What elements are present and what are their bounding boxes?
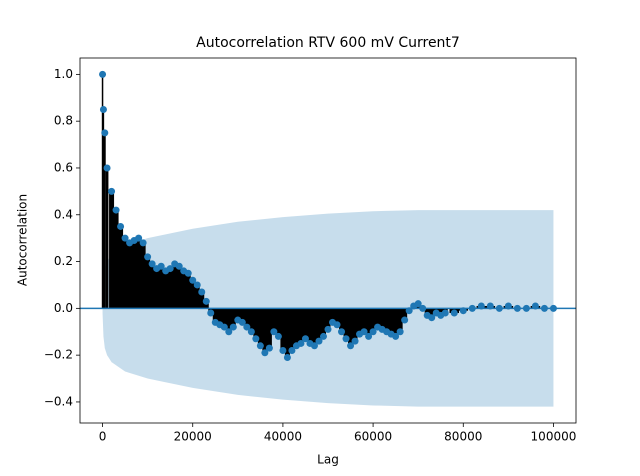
acf-point <box>522 304 530 312</box>
acf-point <box>103 164 111 172</box>
acf-point <box>207 309 215 317</box>
acf-point <box>392 332 400 340</box>
acf-point <box>101 129 109 137</box>
y-tick-label: 0.8 <box>54 114 73 128</box>
acf-point <box>112 206 120 214</box>
acf-point <box>265 344 273 352</box>
acf-point <box>144 253 152 261</box>
acf-point <box>450 309 458 317</box>
acf-point <box>243 323 251 331</box>
x-tick-label: 100000 <box>531 430 577 444</box>
acf-point <box>396 328 404 336</box>
y-tick-label: −0.4 <box>44 394 73 408</box>
acf-point <box>229 323 237 331</box>
acf-point <box>338 328 346 336</box>
acf-point <box>531 302 539 310</box>
acf-point <box>333 321 341 329</box>
acf-point <box>513 304 521 312</box>
acf-point <box>365 332 373 340</box>
acf-point <box>252 335 260 343</box>
plot-frame <box>79 57 577 424</box>
acf-point <box>283 353 291 361</box>
acf-point <box>342 335 350 343</box>
x-tick-label: 20000 <box>174 430 212 444</box>
x-tick-label: 0 <box>99 430 107 444</box>
acf-point <box>274 332 282 340</box>
y-tick-label: 1.0 <box>54 67 73 81</box>
chart-title: Autocorrelation RTV 600 mV Current7 <box>196 35 460 51</box>
acf-point <box>99 105 107 113</box>
x-axis-label: Lag <box>317 453 339 467</box>
acf-point <box>347 342 355 350</box>
acf-point <box>225 328 233 336</box>
acf-point <box>270 328 278 336</box>
acf-point <box>261 349 269 357</box>
acf-point <box>198 288 206 296</box>
acf-point <box>319 332 327 340</box>
acf-point <box>360 328 368 336</box>
acf-point <box>121 234 129 242</box>
acf-point <box>148 260 156 268</box>
acf-point <box>405 307 413 315</box>
acf-point <box>189 276 197 284</box>
acf-point <box>441 309 449 317</box>
x-tick-label: 80000 <box>444 430 482 444</box>
acf-point <box>135 234 143 242</box>
acf-point <box>117 222 125 230</box>
acf-point <box>157 262 165 270</box>
acf-point <box>184 269 192 277</box>
acf-point <box>288 346 296 354</box>
y-tick-label: 0.4 <box>54 207 73 221</box>
acf-point <box>297 339 305 347</box>
acf-point <box>419 304 427 312</box>
acf-point <box>315 337 323 345</box>
acf-point <box>310 342 318 350</box>
acf-point <box>238 318 246 326</box>
y-tick-label: 0.6 <box>54 160 73 174</box>
acf-point <box>108 187 116 195</box>
acf-point <box>414 300 422 308</box>
x-tick-label: 40000 <box>264 430 302 444</box>
acf-point <box>256 342 264 350</box>
acf-point <box>369 328 377 336</box>
y-axis-label: Autocorrelation <box>16 194 30 286</box>
acf-point <box>401 316 409 324</box>
acf-point <box>428 314 436 322</box>
acf-point <box>166 265 174 273</box>
acf-point <box>351 337 359 345</box>
acf-point <box>99 70 107 78</box>
acf-point <box>193 281 201 289</box>
y-tick-label: 0.2 <box>54 254 73 268</box>
acf-point <box>549 304 557 312</box>
acf-point <box>220 323 228 331</box>
acf-point <box>324 325 332 333</box>
acf-point <box>175 262 183 270</box>
acf-point <box>477 302 485 310</box>
y-tick-label: 0.0 <box>54 301 73 315</box>
acf-point <box>540 304 548 312</box>
acf-point <box>486 302 494 310</box>
x-tick-label: 60000 <box>354 430 392 444</box>
y-tick-label: −0.2 <box>44 348 73 362</box>
acf-point <box>495 304 503 312</box>
acf-point <box>279 346 287 354</box>
acf-point <box>202 297 210 305</box>
acf-point <box>468 304 476 312</box>
acf-point <box>504 302 512 310</box>
acf-point <box>247 328 255 336</box>
acf-point <box>459 307 467 315</box>
acf-point <box>139 239 147 247</box>
acf-point <box>301 335 309 343</box>
